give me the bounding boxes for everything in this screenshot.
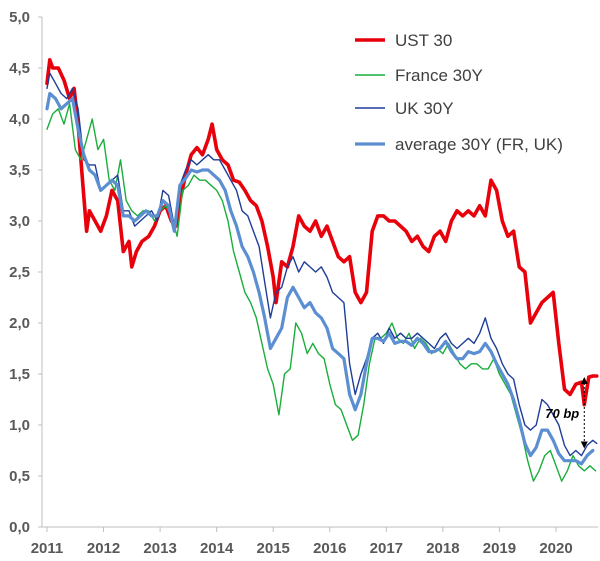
x-tick-label: 2012 — [87, 540, 120, 557]
legend-label: average 30Y (FR, UK) — [395, 135, 563, 154]
series-line-ust-30 — [45, 57, 599, 407]
legend-label: UST 30 — [395, 31, 452, 50]
x-tick-label: 2017 — [370, 540, 403, 557]
y-tick-label: 4,0 — [9, 111, 30, 128]
annotation-arrowhead-down — [580, 441, 588, 449]
x-tick-label: 2015 — [257, 540, 290, 557]
y-tick-label: 5,0 — [9, 9, 30, 26]
annotation-arrowhead-up — [580, 377, 588, 385]
series-lines — [45, 57, 599, 482]
y-tick-label: 0,0 — [9, 519, 30, 536]
x-tick-label: 2019 — [483, 540, 516, 557]
series-line-uk-30y — [46, 72, 598, 457]
y-tick-label: 2,5 — [9, 264, 30, 281]
annotation-label: 70 bp — [545, 406, 579, 421]
x-tick-label: 2011 — [31, 540, 64, 557]
x-tick-label: 2018 — [426, 540, 459, 557]
x-tick-label: 2020 — [539, 540, 572, 557]
y-tick-label: 1,5 — [9, 366, 30, 383]
y-tick-label: 3,5 — [9, 162, 30, 179]
y-tick-label: 4,5 — [9, 60, 30, 77]
legend-label: France 30Y — [395, 66, 483, 85]
x-tick-label: 2016 — [313, 540, 346, 557]
y-tick-label: 1,0 — [9, 417, 30, 434]
x-tick-label: 2013 — [143, 540, 176, 557]
legend: UST 30 France 30Y UK 30Y average 30Y (FR, U… — [355, 31, 563, 154]
series-line-average-30y-fr-uk — [45, 91, 595, 466]
series-line-france-30y — [46, 102, 597, 482]
x-tick-label: 2014 — [200, 540, 234, 557]
y-tick-label: 3,0 — [9, 213, 30, 230]
y-tick-label: 2,0 — [9, 315, 30, 332]
y-tick-label: 0,5 — [9, 468, 30, 485]
axes: 0,0 0,5 1,0 1,5 2,0 2,5 3,0 3,5 4,0 4,5 5,0 2011 201… — [9, 9, 598, 557]
legend-label: UK 30Y — [395, 99, 454, 118]
annotations: 70 bp — [545, 377, 588, 449]
